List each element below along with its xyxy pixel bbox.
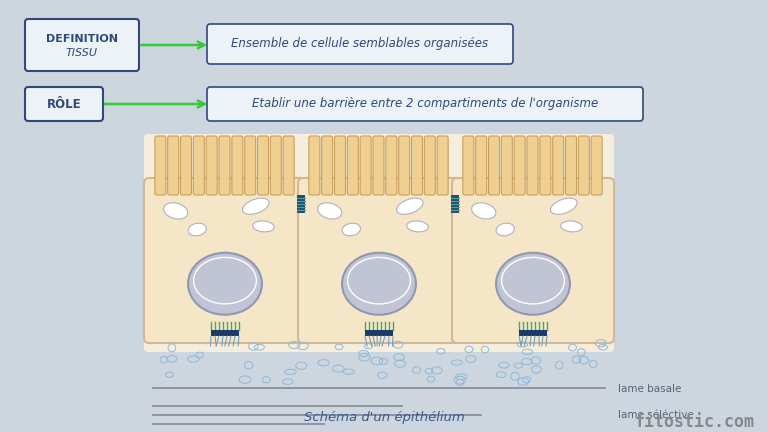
Bar (211, 330, 239, 336)
FancyBboxPatch shape (437, 136, 449, 195)
FancyBboxPatch shape (527, 136, 538, 195)
Text: Etablir une barrière entre 2 compartiments de l'organisme: Etablir une barrière entre 2 compartimen… (252, 98, 598, 111)
Ellipse shape (164, 203, 188, 219)
FancyBboxPatch shape (578, 136, 589, 195)
FancyBboxPatch shape (540, 136, 551, 195)
FancyBboxPatch shape (298, 178, 460, 343)
Ellipse shape (561, 221, 582, 232)
Text: lame séléctive: lame séléctive (618, 410, 694, 420)
FancyBboxPatch shape (25, 19, 139, 71)
Ellipse shape (188, 223, 207, 236)
FancyBboxPatch shape (155, 136, 166, 195)
Text: fitostic.com: fitostic.com (635, 413, 755, 431)
FancyBboxPatch shape (194, 136, 204, 195)
FancyBboxPatch shape (335, 136, 346, 195)
Bar (301, 195, 305, 213)
FancyBboxPatch shape (167, 136, 179, 195)
FancyBboxPatch shape (553, 136, 564, 195)
Text: lame basale: lame basale (618, 384, 681, 394)
FancyBboxPatch shape (514, 136, 525, 195)
FancyBboxPatch shape (591, 136, 602, 195)
FancyBboxPatch shape (322, 136, 333, 195)
FancyBboxPatch shape (219, 136, 230, 195)
FancyBboxPatch shape (206, 136, 217, 195)
Ellipse shape (496, 223, 515, 236)
Text: DEFINITION: DEFINITION (46, 34, 118, 44)
Ellipse shape (396, 198, 423, 214)
FancyBboxPatch shape (207, 87, 643, 121)
FancyBboxPatch shape (309, 136, 319, 195)
Ellipse shape (342, 223, 360, 236)
FancyBboxPatch shape (283, 136, 294, 195)
Ellipse shape (188, 253, 262, 315)
Text: Schéma d'un épithélium: Schéma d'un épithélium (303, 412, 465, 425)
Ellipse shape (407, 221, 429, 232)
Ellipse shape (243, 198, 269, 214)
Text: TISSU: TISSU (66, 48, 98, 58)
FancyBboxPatch shape (360, 136, 371, 195)
FancyBboxPatch shape (347, 136, 359, 195)
Ellipse shape (342, 253, 416, 315)
FancyBboxPatch shape (425, 136, 435, 195)
Bar (519, 330, 547, 336)
FancyBboxPatch shape (270, 136, 281, 195)
FancyBboxPatch shape (207, 24, 513, 64)
Text: RÔLE: RÔLE (47, 98, 81, 111)
Bar (365, 330, 393, 336)
Bar (451, 195, 455, 213)
FancyBboxPatch shape (144, 178, 306, 343)
FancyBboxPatch shape (502, 136, 512, 195)
FancyBboxPatch shape (565, 136, 577, 195)
FancyBboxPatch shape (386, 136, 397, 195)
Ellipse shape (318, 203, 342, 219)
FancyBboxPatch shape (463, 136, 474, 195)
FancyBboxPatch shape (373, 136, 384, 195)
Bar (297, 195, 301, 213)
FancyBboxPatch shape (475, 136, 487, 195)
Ellipse shape (551, 198, 577, 214)
FancyBboxPatch shape (25, 87, 103, 121)
FancyBboxPatch shape (488, 136, 499, 195)
FancyBboxPatch shape (399, 136, 409, 195)
FancyBboxPatch shape (245, 136, 256, 195)
Ellipse shape (496, 253, 570, 315)
Text: Ensemble de cellule semblables organisées: Ensemble de cellule semblables organisée… (231, 38, 488, 51)
Ellipse shape (253, 221, 274, 232)
FancyBboxPatch shape (452, 178, 614, 343)
FancyBboxPatch shape (412, 136, 422, 195)
FancyBboxPatch shape (144, 134, 614, 352)
FancyBboxPatch shape (257, 136, 269, 195)
Ellipse shape (472, 203, 496, 219)
FancyBboxPatch shape (232, 136, 243, 195)
Bar (455, 195, 459, 213)
FancyBboxPatch shape (180, 136, 191, 195)
